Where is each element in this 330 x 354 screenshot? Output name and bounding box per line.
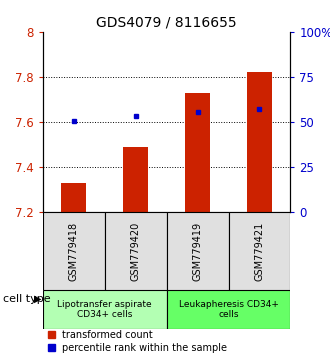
Text: GSM779419: GSM779419 (193, 222, 203, 281)
Text: GSM779421: GSM779421 (254, 222, 264, 281)
Bar (105, 212, 167, 290)
Text: GSM779420: GSM779420 (131, 222, 141, 281)
Bar (43, 290, 167, 329)
Bar (43, 212, 105, 290)
Bar (247, 73, 272, 212)
Bar (228, 212, 290, 290)
Bar (123, 147, 148, 212)
Bar (61, 183, 86, 212)
Bar (185, 93, 210, 212)
Text: cell type: cell type (3, 294, 51, 304)
Text: GSM779418: GSM779418 (69, 222, 79, 281)
Title: GDS4079 / 8116655: GDS4079 / 8116655 (96, 15, 237, 29)
Text: Lipotransfer aspirate
CD34+ cells: Lipotransfer aspirate CD34+ cells (57, 300, 152, 319)
Text: ▶: ▶ (34, 294, 42, 304)
Bar (167, 212, 228, 290)
Text: Leukapheresis CD34+
cells: Leukapheresis CD34+ cells (179, 300, 279, 319)
Bar (167, 290, 290, 329)
Legend: transformed count, percentile rank within the sample: transformed count, percentile rank withi… (48, 330, 227, 353)
